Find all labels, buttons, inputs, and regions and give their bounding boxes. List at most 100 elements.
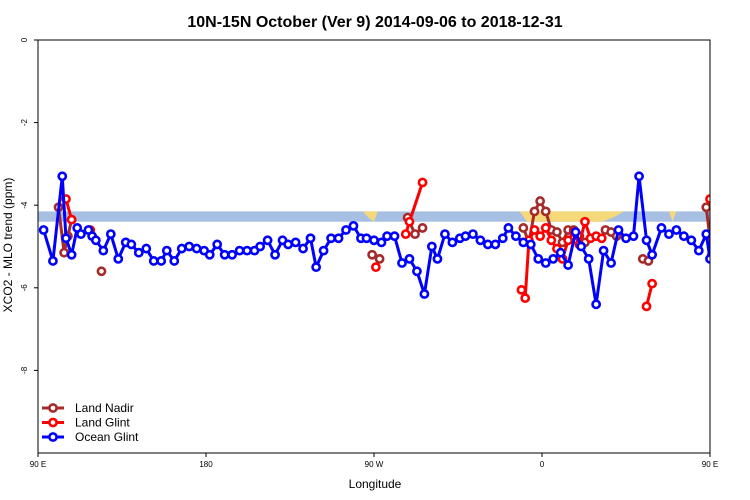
data-point-ocean-glint <box>705 253 710 264</box>
data-point-ocean-glint <box>591 299 602 310</box>
data-point-ocean-glint <box>283 239 294 250</box>
data-point-ocean-glint <box>656 223 667 233</box>
data-point-ocean-glint <box>510 231 521 242</box>
x-tick-label: 90 W <box>365 460 384 469</box>
y-tick-label: -2 <box>20 118 29 126</box>
data-point-ocean-glint <box>397 258 407 268</box>
data-point-ocean-glint <box>419 289 430 299</box>
legend-label-land-nadir: Land Nadir <box>75 401 134 415</box>
data-point-ocean-glint <box>641 235 652 246</box>
data-point-ocean-glint <box>634 171 644 182</box>
data-point-land-glint <box>596 233 607 244</box>
data-point-ocean-glint <box>570 227 581 237</box>
data-point-ocean-glint <box>701 229 710 240</box>
data-point-ocean-glint <box>262 235 273 246</box>
data-point-ocean-glint <box>404 253 415 264</box>
data-point-ocean-glint <box>219 249 230 260</box>
data-point-ocean-glint <box>613 225 624 235</box>
data-point-ocean-glint <box>227 249 238 260</box>
data-point-ocean-glint <box>176 243 187 254</box>
band-fill-region <box>668 211 677 222</box>
data-point-ocean-glint <box>169 256 180 266</box>
data-point-ocean-glint <box>503 223 514 233</box>
chart-title: 10N-15N October (Ver 9) 2014-09-06 to 20… <box>187 14 562 31</box>
data-point-ocean-glint <box>156 256 167 266</box>
plot-frame <box>37 39 711 454</box>
data-point-land-nadir <box>552 227 562 237</box>
data-point-ocean-glint <box>460 231 471 242</box>
data-point-land-glint <box>580 216 590 227</box>
data-point-ocean-glint <box>731 245 738 252</box>
data-point-ocean-glint <box>361 233 372 244</box>
y-tick-label: 0 <box>20 37 29 42</box>
data-point-land-nadir <box>701 202 710 213</box>
data-point-ocean-glint <box>563 260 574 270</box>
x-tick-label: 90 E <box>702 460 718 469</box>
data-point-ocean-glint <box>184 241 195 252</box>
data-point-ocean-glint <box>686 235 697 246</box>
data-point-land-nadir <box>529 206 540 217</box>
data-point-ocean-glint <box>242 245 252 256</box>
data-point-ocean-glint <box>113 253 124 264</box>
data-point-ocean-glint <box>204 249 215 260</box>
series-layer <box>38 171 743 312</box>
y-tick-label: -4 <box>20 201 29 209</box>
data-point-land-nadir <box>374 253 385 264</box>
data-point-ocean-glint <box>318 245 329 256</box>
series-land-glint <box>61 177 710 312</box>
data-point-land-nadir <box>518 223 529 233</box>
legend-marker-land-nadir <box>48 403 58 413</box>
data-point-land-nadir <box>417 223 428 233</box>
data-point-ocean-glint <box>583 253 594 264</box>
data-point-ocean-glint <box>382 231 392 242</box>
data-point-ocean-glint <box>126 239 137 250</box>
data-point-ocean-glint <box>490 239 501 250</box>
band-fill-region <box>362 211 378 222</box>
data-point-ocean-glint <box>61 233 71 244</box>
data-point-ocean-glint <box>576 241 587 252</box>
data-point-ocean-glint <box>341 225 351 235</box>
data-point-ocean-glint <box>440 229 450 240</box>
data-point-ocean-glint <box>161 245 172 256</box>
data-point-ocean-glint <box>736 257 743 264</box>
data-point-ocean-glint <box>533 253 544 264</box>
y-tick-label: -8 <box>20 366 29 374</box>
data-point-land-glint <box>400 229 411 240</box>
data-point-ocean-glint <box>497 233 508 244</box>
data-point-land-nadir <box>535 196 546 206</box>
data-point-ocean-glint <box>693 245 704 256</box>
data-point-ocean-glint <box>290 237 301 248</box>
data-point-ocean-glint <box>621 233 631 244</box>
data-point-ocean-glint <box>376 237 387 248</box>
data-point-ocean-glint <box>518 237 529 248</box>
data-point-ocean-glint <box>191 243 202 254</box>
data-point-ocean-glint <box>628 231 639 242</box>
data-point-ocean-glint <box>664 229 674 240</box>
data-point-ocean-glint <box>548 253 559 264</box>
data-point-ocean-glint <box>389 231 400 242</box>
data-point-ocean-glint <box>255 241 266 252</box>
data-point-land-nadir <box>96 266 107 277</box>
data-point-ocean-glint <box>48 256 58 266</box>
data-point-ocean-glint <box>555 247 566 258</box>
data-point-land-glint <box>520 293 531 304</box>
y-tick-label: -6 <box>20 284 29 292</box>
data-point-land-glint <box>563 235 574 246</box>
data-point-ocean-glint <box>76 229 86 240</box>
data-point-land-glint <box>529 225 540 235</box>
data-point-ocean-glint <box>468 229 478 240</box>
data-point-ocean-glint <box>212 239 223 250</box>
data-point-ocean-glint <box>148 256 159 266</box>
data-point-ocean-glint <box>105 229 116 240</box>
legend-label-land-glint: Land Glint <box>75 416 130 430</box>
legend-marker-land-glint <box>48 417 58 428</box>
data-point-land-glint <box>66 214 77 225</box>
data-point-land-nadir <box>367 249 378 260</box>
legend-marker-ocean-glint <box>48 432 58 442</box>
data-point-ocean-glint <box>311 262 322 273</box>
data-point-land-glint <box>516 284 527 295</box>
data-point-land-glint <box>535 231 546 242</box>
data-point-ocean-glint <box>723 249 730 256</box>
data-point-ocean-glint <box>141 243 152 254</box>
